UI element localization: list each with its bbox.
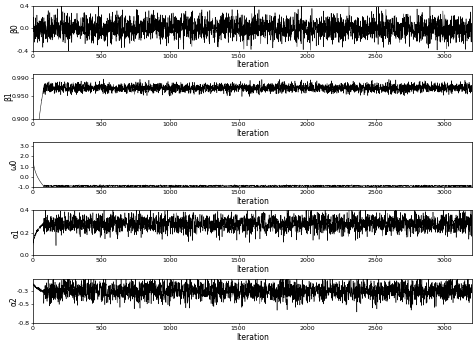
X-axis label: Iteration: Iteration xyxy=(236,333,268,342)
X-axis label: Iteration: Iteration xyxy=(236,61,268,70)
Y-axis label: β1: β1 xyxy=(4,92,13,101)
X-axis label: Iteration: Iteration xyxy=(236,265,268,274)
Y-axis label: β0: β0 xyxy=(10,24,19,33)
Y-axis label: α1: α1 xyxy=(12,228,21,238)
Y-axis label: α2: α2 xyxy=(10,296,19,306)
Y-axis label: ω0: ω0 xyxy=(10,159,19,170)
X-axis label: Iteration: Iteration xyxy=(236,197,268,206)
X-axis label: Iteration: Iteration xyxy=(236,129,268,138)
